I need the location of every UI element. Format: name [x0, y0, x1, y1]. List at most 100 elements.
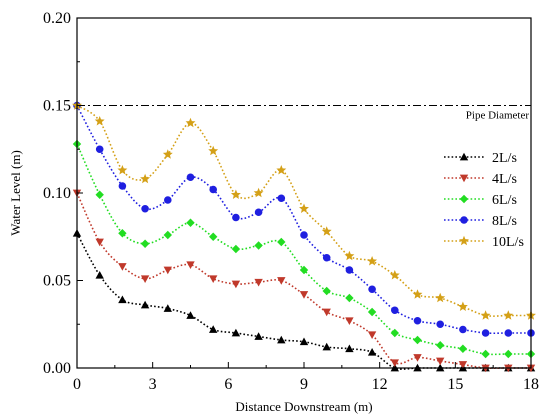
data-point — [209, 232, 218, 241]
data-point — [412, 289, 423, 299]
plot-frame — [76, 17, 532, 369]
data-point — [277, 194, 286, 203]
legend-label: 4L/s — [492, 172, 517, 187]
data-point — [209, 185, 217, 194]
data-point — [322, 286, 331, 296]
data-point — [413, 316, 422, 325]
y-tick-label: 0.20 — [43, 10, 71, 27]
data-point — [299, 203, 309, 213]
data-point — [186, 173, 195, 182]
data-point — [458, 361, 468, 369]
series-line — [76, 192, 531, 370]
data-point — [95, 190, 104, 199]
data-point — [232, 213, 240, 222]
data-point — [117, 165, 128, 175]
data-point — [118, 263, 127, 271]
data-point — [391, 306, 399, 315]
data-point — [141, 204, 149, 213]
data-point — [436, 341, 445, 350]
data-point — [186, 218, 195, 227]
data-point — [94, 116, 105, 126]
data-point — [413, 335, 422, 345]
pipe-diameter-label: Pipe Diameter — [466, 110, 530, 122]
data-point — [344, 250, 355, 261]
x-tick-label: 0 — [73, 376, 81, 393]
series-2 — [72, 139, 536, 359]
data-point — [253, 187, 264, 198]
data-point — [118, 229, 127, 238]
data-point — [276, 165, 287, 175]
x-axis-title: Distance Downstream (m) — [235, 399, 372, 414]
legend-item-3: 8L/s — [444, 214, 517, 229]
data-point — [321, 226, 332, 236]
data-point — [231, 244, 241, 254]
x-tick-label: 18 — [523, 376, 539, 393]
data-point — [389, 270, 400, 280]
data-point — [254, 332, 263, 340]
data-point — [186, 261, 195, 269]
data-point — [277, 335, 286, 344]
data-point — [162, 149, 173, 159]
data-point — [299, 265, 309, 275]
data-point — [481, 329, 490, 337]
data-point — [504, 349, 513, 359]
data-point — [208, 145, 219, 156]
legend-marker — [459, 174, 469, 183]
data-point — [345, 266, 354, 274]
data-point — [163, 266, 172, 275]
data-point — [504, 329, 513, 337]
legend-item-4: 10L/s — [444, 235, 524, 250]
data-point — [118, 295, 127, 304]
series-line — [76, 105, 531, 335]
x-tick-label: 6 — [224, 376, 232, 393]
data-point — [299, 291, 309, 299]
data-point — [95, 145, 104, 154]
data-point — [367, 307, 377, 317]
data-point — [480, 310, 491, 320]
data-point — [209, 275, 218, 283]
data-point — [436, 357, 445, 366]
data-point — [185, 117, 196, 128]
data-point — [481, 349, 490, 359]
legend-item-1: 4L/s — [444, 172, 517, 187]
data-point — [299, 337, 309, 346]
data-point — [458, 344, 468, 353]
data-point — [345, 317, 354, 325]
data-point — [436, 320, 445, 329]
data-point — [254, 278, 263, 287]
y-tick-label: 0.15 — [43, 98, 71, 115]
data-point — [413, 354, 422, 362]
legend-label: 10L/s — [492, 235, 524, 250]
data-point — [322, 342, 331, 351]
data-point — [368, 285, 376, 294]
legend-marker — [459, 152, 469, 161]
legend-marker — [459, 194, 469, 204]
data-point — [435, 292, 446, 303]
data-point — [95, 271, 104, 279]
y-tick-label: 0.10 — [43, 185, 71, 202]
legend-label: 8L/s — [492, 214, 517, 229]
data-point — [140, 275, 150, 283]
x-tick-label: 9 — [300, 376, 308, 393]
data-point — [367, 348, 377, 356]
data-point — [118, 182, 127, 190]
data-point — [390, 359, 399, 367]
data-point — [390, 328, 399, 338]
legend-marker — [459, 235, 469, 246]
data-point — [277, 237, 286, 247]
legend-item-2: 6L/s — [444, 193, 517, 208]
data-point — [231, 328, 241, 337]
data-point — [140, 173, 151, 184]
data-point — [345, 344, 354, 353]
data-point — [459, 325, 467, 334]
data-point — [345, 293, 354, 303]
x-tick-label: 3 — [149, 376, 157, 393]
data-point — [163, 230, 172, 240]
data-point — [277, 277, 286, 285]
series-4 — [72, 100, 536, 320]
data-point — [140, 300, 150, 309]
data-point — [95, 238, 104, 247]
y-tick-label: 0.00 — [43, 360, 71, 377]
data-point — [322, 308, 331, 317]
